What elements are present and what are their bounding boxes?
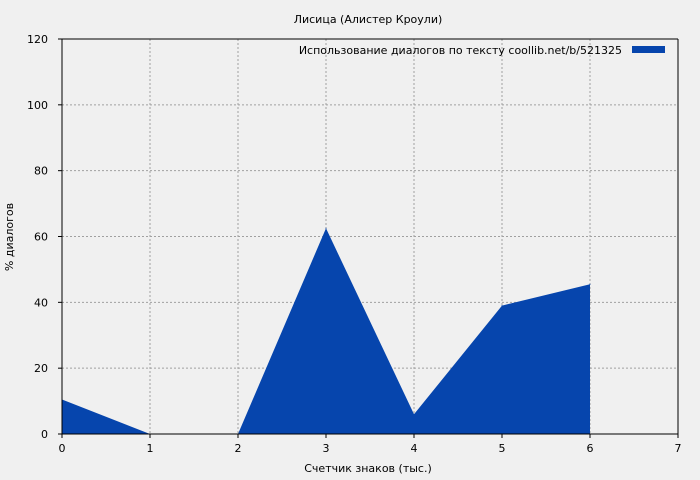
y-axis-title: % диалогов	[3, 203, 16, 271]
data-point-0-4	[413, 413, 415, 415]
chart-title: Лисица (Алистер Кроули)	[294, 13, 443, 26]
x-tick-label-1: 1	[147, 442, 154, 455]
data-point-0-6	[589, 283, 591, 285]
x-tick-label-6: 6	[587, 442, 594, 455]
x-tick-label-0: 0	[59, 442, 66, 455]
y-tick-label-4: 80	[34, 165, 48, 178]
y-tick-label-1: 20	[34, 362, 48, 375]
series-area-0	[62, 228, 590, 434]
legend: Использование диалогов по тексту coollib…	[299, 44, 665, 57]
y-axis-ticks: 0 20 40 60 80 100 120	[27, 33, 62, 441]
x-tick-label-5: 5	[499, 442, 506, 455]
x-axis-title: Счетчик знаков (тыс.)	[304, 462, 432, 475]
y-tick-label-2: 40	[34, 296, 48, 309]
y-tick-label-3: 60	[34, 231, 48, 244]
x-tick-label-4: 4	[411, 442, 418, 455]
x-axis-ticks: 0 1 2 3 4 5 6 7	[59, 434, 682, 455]
y-tick-label-0: 0	[41, 428, 48, 441]
data-point-0-5	[501, 305, 503, 307]
legend-swatch	[632, 46, 665, 53]
series-area-layer	[61, 227, 591, 435]
x-tick-label-7: 7	[675, 442, 682, 455]
data-point-0-3	[325, 227, 327, 229]
y-tick-label-6: 120	[27, 33, 48, 46]
x-tick-label-3: 3	[323, 442, 330, 455]
y-tick-label-5: 100	[27, 99, 48, 112]
x-tick-label-2: 2	[235, 442, 242, 455]
legend-label: Использование диалогов по тексту coollib…	[299, 44, 622, 57]
